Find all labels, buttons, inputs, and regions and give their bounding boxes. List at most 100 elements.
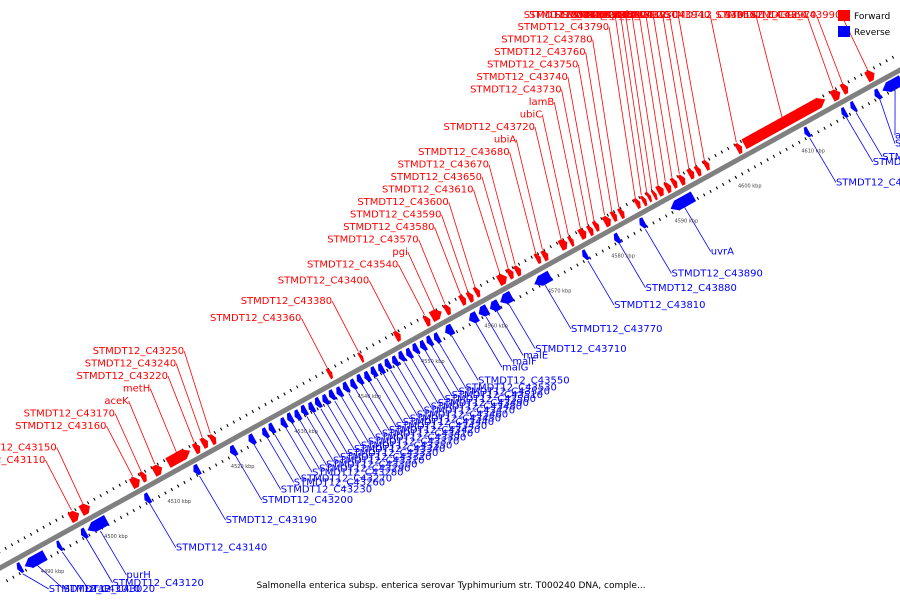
reverse-gene-stmdt12-c43120[interactable] [80,527,89,539]
forward-gene-label[interactable]: metH [123,384,150,395]
reverse-gene-stmdt12-c43280[interactable] [280,417,289,429]
reverse-gene-label[interactable]: STMDT12_C43290 [319,463,410,474]
reverse-gene-label[interactable]: STMDT12_C43530 [466,382,557,393]
reverse-gene-stmdt12-c43140[interactable] [144,492,153,504]
forward-gene-stmdt12-c43170[interactable] [138,471,147,483]
forward-gene-label[interactable]: STMDT12_C43160 [15,421,106,432]
forward-gene-label[interactable]: STMDT12_C43170 [24,409,115,420]
reverse-gene-stmdt12-c43480[interactable] [398,350,407,362]
reverse-gene-label[interactable]: STMDT12_C43390 [375,433,466,444]
forward-gene-label[interactable]: STMDT12_C43540 [307,260,398,271]
forward-gene-label[interactable]: aceK [104,396,129,407]
forward-gene-stmdt12-c43540[interactable] [422,315,431,327]
forward-gene-ubic[interactable] [567,236,575,247]
reverse-gene-label[interactable]: STMDT12_C43510 [452,390,543,401]
forward-gene-label[interactable]: STMDT12_C43590 [350,210,441,221]
forward-gene-stmdt12-c43250[interactable] [208,434,217,446]
forward-gene-label[interactable]: alr [619,10,633,21]
forward-gene-stmdt12-c43220[interactable] [191,443,201,455]
reverse-gene-stmdt12-c44040[interactable] [850,100,858,112]
reverse-gene-stmdt12-c43370[interactable] [336,386,345,398]
reverse-gene-malf[interactable] [478,304,491,317]
reverse-gene-stmdt12-c43310[interactable] [300,404,309,416]
reverse-gene-label[interactable]: STMDT12_C43420 [389,425,480,436]
reverse-gene-label[interactable]: STMDT12_C43890 [671,268,762,279]
forward-gene-label[interactable]: aphA [614,10,640,21]
forward-gene-stmdt12-c43150[interactable] [78,503,91,516]
forward-gene-stmdt12-c43240[interactable] [199,437,209,449]
reverse-gene-label[interactable]: STMDT12_C44040 [882,152,900,163]
forward-gene-stmdt12-c43760[interactable] [609,211,618,222]
reverse-gene-label[interactable]: STMDT12_C43980 [836,177,900,188]
forward-gene-label[interactable]: STMDT12_C43110 [0,455,45,466]
reverse-gene-stmdt12-c43500[interactable] [412,342,421,354]
reverse-gene-stmdt12-c43770[interactable] [534,270,553,286]
forward-gene-label[interactable]: ubiC [520,110,542,121]
forward-gene-label[interactable]: STMDT12_C43680 [418,147,509,158]
reverse-gene-stmdt12-c43340[interactable] [322,393,331,405]
reverse-gene-stmdt12-c43200[interactable] [230,444,239,457]
reverse-gene-stmdt12-c43490[interactable] [405,347,414,359]
reverse-gene-label[interactable]: STMDT12_C43230 [281,485,372,496]
forward-gene-label[interactable]: STMDT12_C43870 [562,10,653,21]
forward-gene-label[interactable]: STMDT12_C43820 [529,10,620,21]
forward-gene-label[interactable]: STMDT12_C43240 [85,359,176,370]
reverse-gene-label[interactable]: purH [126,570,150,581]
reverse-gene-label[interactable]: STMDT12_C43370 [368,436,459,447]
forward-gene-stmdt12-c43570[interactable] [442,304,451,316]
reverse-gene-stmdt12-c43440[interactable] [370,366,379,378]
forward-gene-stmdt12-c43580[interactable] [458,294,467,306]
reverse-gene-label[interactable]: STMDT12_C43140 [176,543,267,554]
forward-gene-pgi[interactable] [428,309,442,322]
forward-gene-label[interactable]: ubiA [494,135,516,146]
forward-gene-label[interactable]: STMDT12_C43250 [93,346,184,357]
forward-gene-label[interactable]: STMDT12_C43960 [715,10,806,21]
reverse-gene-stmdt12-c43810[interactable] [582,249,590,261]
forward-gene-stmdt12-c43360[interactable] [325,368,334,380]
forward-gene-label[interactable]: STMDT12_C43570 [327,235,418,246]
reverse-gene-label[interactable]: STMDT12_C43310 [333,456,424,467]
reverse-gene-stmdt12-c43320[interactable] [308,401,317,413]
forward-gene-stmdt12-c43680[interactable] [533,253,542,265]
forward-gene-stmdt12-c43940[interactable] [734,143,743,155]
reverse-gene-stmdt12-c43350[interactable] [328,389,337,401]
forward-gene-ubia[interactable] [540,250,549,262]
forward-gene-pspg[interactable] [650,189,658,201]
reverse-gene-label[interactable]: STMDT12_C43460 [417,409,508,420]
reverse-gene-label[interactable]: STMDT12_C43200 [262,495,353,506]
reverse-gene-label[interactable]: STMDT12_C43010 [49,584,140,595]
forward-gene-stmdt12-c43110[interactable] [67,510,80,524]
reverse-gene-stmdt12-c43470[interactable] [392,355,401,367]
forward-gene-stmdt12-c43600[interactable] [472,286,481,298]
forward-gene-label[interactable]: STMDT12_C43400 [278,276,369,287]
reverse-gene-label[interactable]: STMDT12_C43020 [64,584,155,595]
reverse-gene-stmdt12-c43710[interactable] [500,290,515,304]
reverse-gene-label[interactable]: STMDT12_C43340 [354,444,445,455]
forward-gene-label[interactable]: STMDT12_C43650 [391,172,482,183]
reverse-gene-label[interactable]: STMDT12_C43470 [424,406,515,417]
reverse-gene-zrap[interactable] [56,540,64,552]
forward-gene-label[interactable]: STMDT12_C43610 [382,185,473,196]
reverse-gene-stmdt12-c43890[interactable] [639,217,648,229]
reverse-gene-stmdt12-c43980[interactable] [803,126,812,138]
reverse-gene-label[interactable]: STMDT12_C43430 [396,421,487,432]
reverse-gene-label[interactable]: STMDT12_C43500 [445,394,536,405]
reverse-gene-malg[interactable] [469,311,480,324]
reverse-gene-stmdt12-c43230[interactable] [248,433,258,445]
forward-gene-stmdt12-c43780[interactable] [617,208,625,220]
reverse-gene-stmdt12-c43430[interactable] [364,370,373,382]
forward-gene-stmdt12-c43400[interactable] [392,330,401,342]
reverse-gene-stmdt12-c43300[interactable] [294,409,303,421]
reverse-gene-label[interactable]: STMDT12_C43300 [326,460,417,471]
forward-gene-stmdt12-c43840[interactable] [639,195,648,207]
forward-gene-stmdt12-c43590[interactable] [465,291,474,303]
reverse-gene-label[interactable]: STMDT12_C43410 [382,429,473,440]
reverse-gene-label[interactable]: STMDT12_C43480 [431,402,522,413]
reverse-gene-label[interactable]: STMDT12_C43770 [571,324,662,335]
reverse-gene-label[interactable]: uvrA [711,247,734,258]
reverse-gene-label[interactable]: STMDT12_C43710 [535,344,626,355]
reverse-gene-stmdt12-c43190[interactable] [193,463,202,476]
forward-gene-stmdt12-c43380[interactable] [357,352,365,363]
forward-gene-stmdt12-c43610[interactable] [496,273,507,286]
forward-gene-label[interactable]: lamB [529,97,555,108]
